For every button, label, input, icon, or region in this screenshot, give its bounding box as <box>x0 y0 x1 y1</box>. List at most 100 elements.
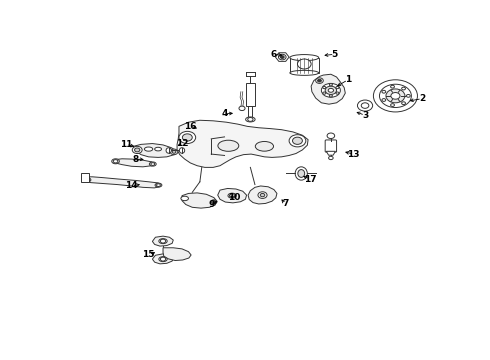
Ellipse shape <box>295 167 307 180</box>
Text: 7: 7 <box>282 199 289 208</box>
Circle shape <box>160 257 166 261</box>
Circle shape <box>179 131 196 144</box>
Circle shape <box>316 78 323 84</box>
Circle shape <box>327 133 335 139</box>
Ellipse shape <box>218 140 239 151</box>
Text: 17: 17 <box>304 175 317 184</box>
Text: 5: 5 <box>332 50 338 59</box>
Circle shape <box>278 54 286 60</box>
Circle shape <box>248 117 253 121</box>
Circle shape <box>325 86 337 94</box>
Polygon shape <box>152 236 173 246</box>
Circle shape <box>329 95 332 97</box>
Circle shape <box>239 106 245 111</box>
Polygon shape <box>218 188 246 203</box>
Text: 14: 14 <box>125 181 138 190</box>
Ellipse shape <box>149 162 156 166</box>
Circle shape <box>406 94 410 97</box>
Circle shape <box>157 184 160 186</box>
Ellipse shape <box>159 257 167 262</box>
Circle shape <box>328 89 334 92</box>
Circle shape <box>321 84 341 97</box>
Ellipse shape <box>155 147 162 151</box>
Ellipse shape <box>255 141 273 151</box>
Circle shape <box>358 100 373 111</box>
Polygon shape <box>83 177 161 188</box>
Ellipse shape <box>290 55 318 61</box>
Text: 12: 12 <box>176 139 189 148</box>
Ellipse shape <box>298 170 305 177</box>
Ellipse shape <box>211 200 217 204</box>
Circle shape <box>172 150 176 153</box>
Circle shape <box>373 80 417 112</box>
Circle shape <box>170 149 178 155</box>
Circle shape <box>82 175 87 179</box>
Circle shape <box>382 99 386 102</box>
Circle shape <box>160 239 166 243</box>
Circle shape <box>132 146 142 153</box>
Ellipse shape <box>166 148 172 153</box>
Ellipse shape <box>155 183 162 187</box>
Polygon shape <box>182 193 217 208</box>
Ellipse shape <box>245 117 255 122</box>
Polygon shape <box>177 120 308 167</box>
Circle shape <box>229 194 235 198</box>
Circle shape <box>329 156 333 159</box>
FancyBboxPatch shape <box>325 140 337 152</box>
Circle shape <box>151 163 155 166</box>
Ellipse shape <box>181 196 189 201</box>
Circle shape <box>382 90 386 93</box>
Text: 8: 8 <box>132 154 139 163</box>
Text: 3: 3 <box>362 111 368 120</box>
Circle shape <box>329 84 332 86</box>
Circle shape <box>212 201 216 203</box>
Text: 9: 9 <box>208 200 215 209</box>
Polygon shape <box>248 186 277 204</box>
Circle shape <box>361 103 369 108</box>
Text: 13: 13 <box>347 150 360 158</box>
Circle shape <box>289 135 306 147</box>
Circle shape <box>323 86 326 89</box>
Circle shape <box>391 104 394 107</box>
Text: 16: 16 <box>184 122 196 131</box>
Circle shape <box>280 56 284 58</box>
Polygon shape <box>133 144 177 157</box>
Polygon shape <box>163 248 191 261</box>
Circle shape <box>386 89 405 103</box>
Circle shape <box>135 148 140 152</box>
Circle shape <box>336 86 339 89</box>
Polygon shape <box>152 254 173 264</box>
Circle shape <box>379 84 412 108</box>
Circle shape <box>182 134 192 141</box>
Circle shape <box>113 159 118 163</box>
Text: 11: 11 <box>120 140 132 149</box>
Circle shape <box>258 192 267 198</box>
Ellipse shape <box>83 177 91 182</box>
Circle shape <box>297 59 311 69</box>
Text: 15: 15 <box>142 250 155 259</box>
Ellipse shape <box>145 147 153 151</box>
Polygon shape <box>275 53 289 62</box>
Circle shape <box>336 92 339 94</box>
Polygon shape <box>311 74 345 104</box>
Ellipse shape <box>290 70 318 75</box>
Circle shape <box>402 102 405 104</box>
Text: 1: 1 <box>345 75 351 84</box>
Circle shape <box>402 87 405 90</box>
FancyBboxPatch shape <box>290 58 318 73</box>
Ellipse shape <box>159 239 167 244</box>
Circle shape <box>293 137 302 144</box>
FancyBboxPatch shape <box>81 173 89 182</box>
Circle shape <box>318 79 321 82</box>
Ellipse shape <box>179 148 185 153</box>
Circle shape <box>391 85 394 88</box>
Text: 2: 2 <box>419 94 425 103</box>
Ellipse shape <box>228 193 236 198</box>
Circle shape <box>260 193 265 197</box>
Circle shape <box>391 93 400 99</box>
Polygon shape <box>114 159 154 167</box>
Text: 6: 6 <box>271 50 277 59</box>
Polygon shape <box>326 151 336 155</box>
Ellipse shape <box>112 159 120 164</box>
Text: 4: 4 <box>221 109 228 118</box>
